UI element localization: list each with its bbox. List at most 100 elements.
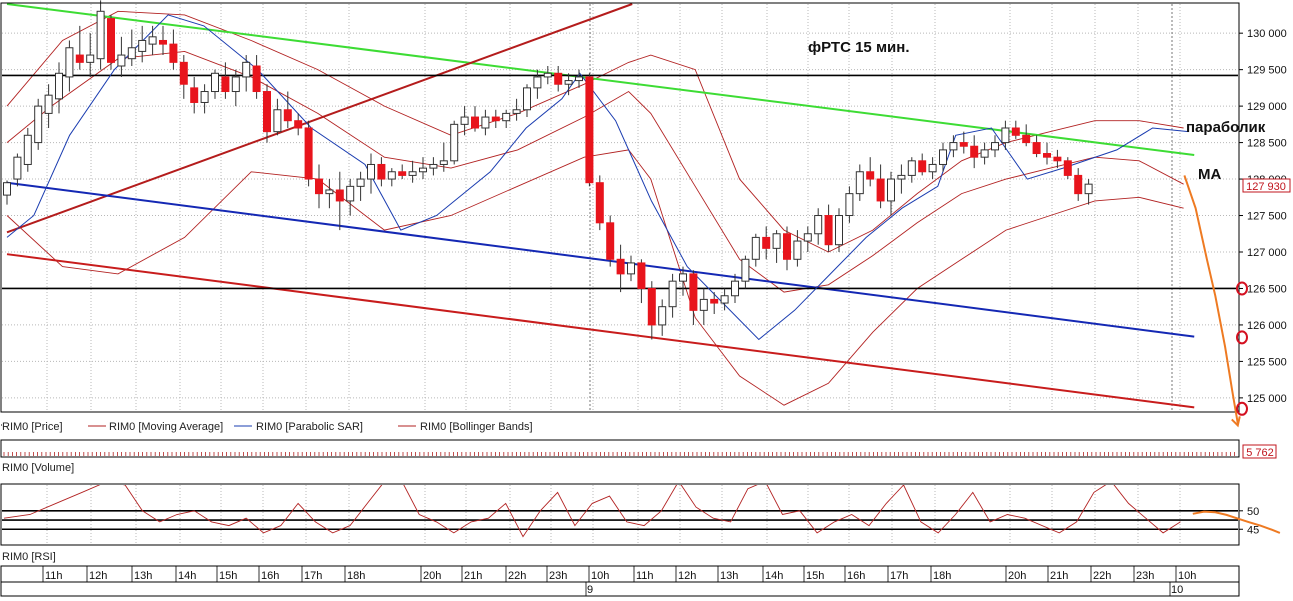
candle	[200, 84, 209, 114]
candle-down	[616, 258, 625, 275]
candle	[595, 175, 604, 231]
candle-up	[138, 39, 147, 52]
price-tick-label: 125 000	[1247, 393, 1287, 405]
price-tick-label: 128 500	[1247, 138, 1287, 150]
candle	[252, 55, 261, 99]
candle-down	[876, 178, 885, 202]
candle	[304, 120, 313, 187]
candle-down	[107, 18, 115, 63]
candle-up	[679, 273, 687, 282]
candle	[783, 226, 791, 271]
time-axis: 11h 12h 13h 14h 15h 16h 17h 18h 20h 21h 22h 23h 10h 1…	[0, 565, 1240, 597]
bollinger-upper	[6, 10, 1184, 253]
candle	[96, 0, 105, 70]
candle-up	[1001, 127, 1010, 144]
candle-down	[637, 262, 646, 289]
time-label: 10h	[1178, 570, 1196, 582]
time-label: 23h	[1136, 570, 1154, 582]
candle	[481, 109, 490, 136]
candle	[3, 180, 11, 205]
candle	[928, 157, 937, 180]
price-grid	[2, 4, 1238, 411]
time-label: 11h	[45, 570, 63, 582]
time-label: 16h	[261, 570, 279, 582]
legend-volume: RIM0 [Volume]	[2, 462, 74, 474]
candle	[668, 273, 677, 318]
candle	[731, 273, 739, 304]
time-label: 22h	[1093, 570, 1111, 582]
price-tick-label: 127 000	[1247, 247, 1287, 259]
candle-up	[814, 215, 823, 235]
horizontal-levels	[2, 74, 1238, 290]
rsi-line	[3, 485, 1181, 538]
candle-down	[471, 116, 479, 129]
price-forecast-arrowhead	[1231, 416, 1241, 428]
candle-down	[824, 215, 833, 246]
time-label: 16h	[847, 570, 865, 582]
legend-ma: RIM0 [Moving Average]	[109, 421, 223, 433]
candle	[959, 131, 968, 154]
candle-up	[13, 156, 22, 180]
time-label: 17h	[304, 570, 322, 582]
candle	[398, 164, 407, 180]
candle	[283, 91, 292, 128]
candle-down	[1074, 174, 1083, 195]
last-price-label: 127 930	[1246, 181, 1286, 193]
candle	[242, 55, 251, 92]
candle-down	[335, 189, 344, 202]
candle-up	[65, 47, 74, 78]
candle-down	[1043, 153, 1051, 158]
candle-down	[1011, 127, 1020, 136]
parabolic-sar	[6, 14, 1189, 341]
candle-up	[803, 233, 812, 242]
candle	[793, 230, 802, 267]
candle-down	[959, 142, 968, 147]
candle-down	[75, 54, 84, 63]
time-label: 10h	[591, 570, 609, 582]
candle	[627, 255, 635, 282]
candle-down	[398, 171, 407, 176]
time-axis-frame	[0, 565, 1240, 597]
candle	[741, 255, 750, 289]
candle	[1032, 135, 1041, 158]
parabolic-annotation: параболик	[1186, 119, 1266, 136]
candle	[554, 65, 563, 92]
candle-up	[751, 236, 760, 260]
candle-up	[460, 116, 469, 125]
volume-last-box	[1242, 444, 1277, 459]
candle-up	[117, 54, 126, 67]
candle-down	[689, 273, 698, 311]
candle-up	[502, 112, 511, 122]
candle-up	[1084, 183, 1093, 195]
candle-up	[668, 280, 677, 308]
candle-up	[907, 160, 916, 176]
rsi-axis: 50 45	[1238, 484, 1259, 545]
candle-down	[1032, 142, 1041, 155]
legend-price: RIM0 [Price]	[2, 421, 63, 433]
candle	[169, 29, 178, 70]
candle	[502, 109, 511, 128]
candle	[1053, 149, 1062, 169]
candle-up	[96, 10, 105, 60]
candle-up	[408, 171, 417, 176]
time-label: 23h	[549, 570, 567, 582]
candle	[907, 157, 916, 183]
candle-up	[627, 262, 635, 275]
price-tick-label: 130 000	[1247, 28, 1287, 40]
candle	[44, 84, 53, 128]
rsi-curve	[3, 485, 1181, 538]
candle	[356, 171, 365, 201]
candle	[824, 204, 833, 252]
candle	[543, 65, 552, 85]
candle-up	[543, 72, 552, 78]
candle-down	[377, 163, 386, 180]
candle	[606, 215, 615, 267]
candle	[491, 109, 500, 128]
candle-up	[512, 109, 521, 114]
candle	[710, 292, 719, 314]
rsi-forecast-curve	[1192, 510, 1281, 534]
candle-up	[419, 167, 427, 173]
candle	[970, 135, 979, 169]
candle	[720, 288, 729, 311]
price-tick-label: 127 500	[1247, 211, 1287, 223]
